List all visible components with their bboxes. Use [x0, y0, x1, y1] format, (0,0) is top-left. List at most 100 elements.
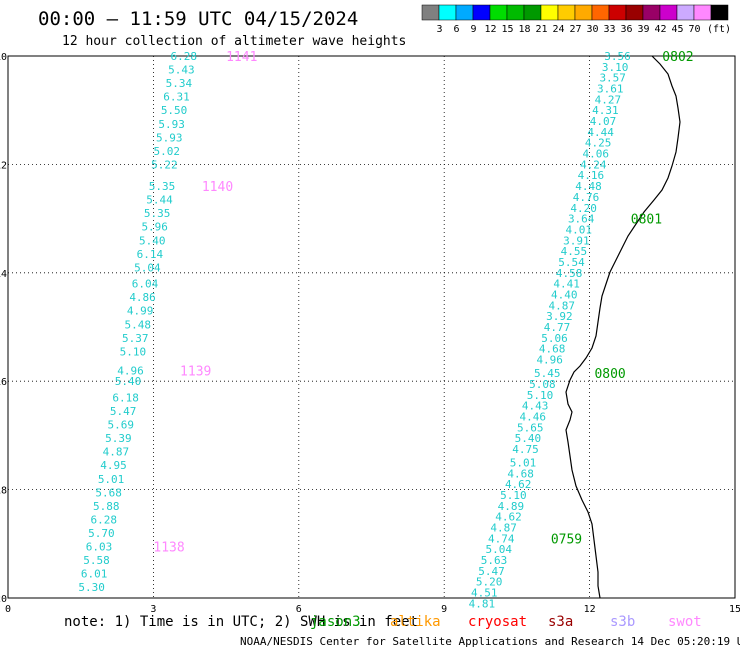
- wave-height-point: 4.95: [100, 459, 127, 472]
- wave-height-point: 5.70: [88, 527, 115, 540]
- y-tick-label: -16: [0, 377, 7, 388]
- legend-swatch: [438, 4, 457, 21]
- wave-height-point: 3.61: [597, 83, 624, 96]
- wave-height-point: 4.75: [512, 443, 539, 456]
- wave-height-point: 3.10: [602, 61, 629, 74]
- wave-height-point: 6.03: [86, 541, 113, 554]
- satellite-legend: jason3 altika cryosat s3a s3b swot: [310, 614, 702, 630]
- legend-tick-label: 24: [552, 24, 564, 35]
- wave-height-point: 4.01: [566, 223, 593, 236]
- wave-height-point: 4.58: [556, 267, 583, 280]
- wave-height-point: 5.45: [534, 367, 561, 380]
- wave-height-point: 5.30: [78, 581, 105, 594]
- wave-height-point: 5.65: [517, 421, 544, 434]
- wave-height-point: 5.40: [115, 375, 142, 388]
- wave-height-point: 4.74: [488, 532, 515, 545]
- wave-height-point: 6.14: [137, 248, 164, 261]
- y-tick-label: -10: [0, 52, 7, 63]
- legend-swatch: [455, 4, 474, 21]
- wave-height-point: 5.43: [168, 64, 195, 77]
- track-time-label: 1140: [202, 180, 233, 195]
- wave-height-point: 6.01: [81, 568, 108, 581]
- wave-height-point: 3.57: [599, 72, 626, 85]
- wave-height-point: 4.40: [551, 288, 578, 301]
- wave-height-point: 5.10: [527, 389, 554, 402]
- wave-height-point: 5.44: [146, 194, 173, 207]
- satellite-name-s3a: s3a: [548, 614, 573, 630]
- wave-height-point: 5.20: [476, 576, 503, 589]
- legend-tick-label: 15: [501, 24, 513, 35]
- wave-height-point: 4.86: [129, 291, 156, 304]
- legend-tick-label: 70: [688, 24, 700, 35]
- chart-subtitle: 12 hour collection of altimeter wave hei…: [62, 34, 406, 49]
- x-tick-label: 15: [729, 604, 740, 615]
- legend-tick-label: 9: [470, 24, 476, 35]
- axis-ticks: 0 3 6 9 12 15 -10 -12 -14 -16 -18 -20: [0, 52, 740, 615]
- legend-swatch: [591, 4, 610, 21]
- legend-tick-label: 27: [569, 24, 581, 35]
- wave-height-point: 5.93: [158, 118, 185, 131]
- satellite-tracks: 6.285.435.346.315.505.935.935.025.225.35…: [78, 50, 693, 610]
- y-tick-label: -20: [0, 594, 7, 605]
- wave-height-point: 5.63: [481, 554, 508, 567]
- wave-height-point: 4.96: [536, 354, 563, 367]
- legend-swatch: [642, 4, 661, 21]
- wave-height-point: 5.22: [151, 158, 178, 171]
- wave-height-point: 6.28: [91, 513, 118, 526]
- legend-tick-label: 45: [671, 24, 683, 35]
- wave-height-point: 4.31: [592, 104, 619, 117]
- note-text: note: 1) Time is in UTC; 2) SWH is in fe…: [64, 614, 418, 630]
- wave-height-point: 6.04: [132, 278, 159, 291]
- wave-height-point: 5.04: [134, 261, 161, 274]
- wave-height-point: 4.55: [561, 245, 588, 258]
- wave-height-point: 4.20: [570, 202, 597, 215]
- legend-swatch: [574, 4, 593, 21]
- track-time-label: 1138: [153, 541, 184, 556]
- x-tick-label: 9: [441, 604, 447, 615]
- satellite-name-swot: swot: [668, 614, 702, 630]
- wave-height-point: 5.39: [105, 432, 132, 445]
- chart-title: 00:00 – 11:59 UTC 04/15/2024: [38, 8, 358, 30]
- satellite-name-altika: altika: [390, 614, 441, 630]
- legend-swatch: [710, 4, 729, 21]
- wave-height-point: 5.68: [95, 486, 122, 499]
- wave-height-point: 4.76: [573, 191, 600, 204]
- wave-height-point: 4.87: [490, 522, 517, 535]
- wave-height-point: 5.02: [154, 145, 181, 158]
- wave-height-point: 4.06: [582, 148, 609, 161]
- track-time-label: 0759: [551, 532, 582, 547]
- track-time-label: 0802: [662, 50, 693, 65]
- legend-swatch: [676, 4, 695, 21]
- track-time-label: 1141: [226, 50, 257, 65]
- wave-height-point: 4.44: [587, 126, 614, 139]
- wave-height-point: 5.93: [156, 131, 183, 144]
- wave-height-point: 5.50: [161, 104, 188, 117]
- wave-height-point: 5.08: [529, 378, 556, 391]
- wave-height-point: 4.25: [585, 137, 612, 150]
- wave-height-point: 5.48: [124, 318, 151, 331]
- wave-height-point: 5.01: [98, 473, 125, 486]
- wave-height-point: 4.77: [544, 321, 571, 334]
- satellite-name-cryosat: cryosat: [468, 614, 527, 630]
- wave-height-point: 4.46: [519, 410, 546, 423]
- wave-height-point: 5.04: [486, 543, 513, 556]
- legend-swatch: [523, 4, 542, 21]
- wave-height-point: 4.48: [575, 180, 602, 193]
- wave-height-point: 4.81: [469, 597, 496, 610]
- wave-height-point: 5.47: [110, 405, 137, 418]
- wave-height-point: 5.35: [149, 180, 176, 193]
- legend-tick-label: 6: [453, 24, 459, 35]
- wave-height-point: 4.87: [103, 446, 130, 459]
- legend-swatch: [489, 4, 508, 21]
- x-tick-label: 3: [150, 604, 156, 615]
- wave-height-point: 4.07: [590, 115, 617, 128]
- wave-height-point: 5.40: [515, 432, 542, 445]
- wave-height-point: 4.96: [117, 364, 144, 377]
- track-time-label: 1139: [180, 364, 211, 379]
- y-tick-label: -12: [0, 160, 7, 171]
- wave-height-point: 5.06: [541, 332, 568, 345]
- wave-height-point: 4.62: [495, 511, 522, 524]
- coastline: [565, 55, 681, 599]
- track-time-label: 0800: [594, 367, 625, 382]
